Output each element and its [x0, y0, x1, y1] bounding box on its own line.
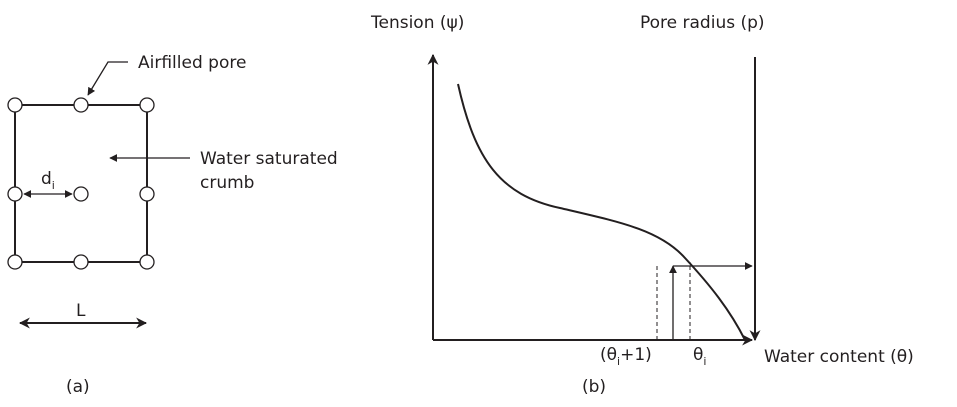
right-axis-label: Pore radius (p): [640, 13, 765, 33]
panel-a: Airfilled pore Water saturated crumb di …: [7, 53, 338, 397]
x-axis-label: Water content (θ): [764, 347, 914, 367]
panel-b: Tension (ψ) Pore radius (p) Water conten…: [370, 13, 914, 397]
length-label: L: [76, 301, 86, 321]
y-axis-label: Tension (ψ): [370, 13, 464, 33]
pores: [7, 97, 155, 270]
crumb-label: Water saturated: [200, 149, 338, 169]
crumb-label: crumb: [200, 173, 254, 193]
caption: (a): [66, 377, 90, 397]
theta-next-label: (θi+1): [600, 345, 652, 368]
caption: (b): [582, 377, 606, 397]
theta-label: θi: [693, 345, 706, 368]
pore-pointer: [87, 61, 128, 96]
distance-label: di: [41, 169, 55, 192]
crumb-square: [14, 104, 148, 263]
retention-curve: [457, 83, 746, 341]
pore-label: Airfilled pore: [138, 53, 246, 73]
